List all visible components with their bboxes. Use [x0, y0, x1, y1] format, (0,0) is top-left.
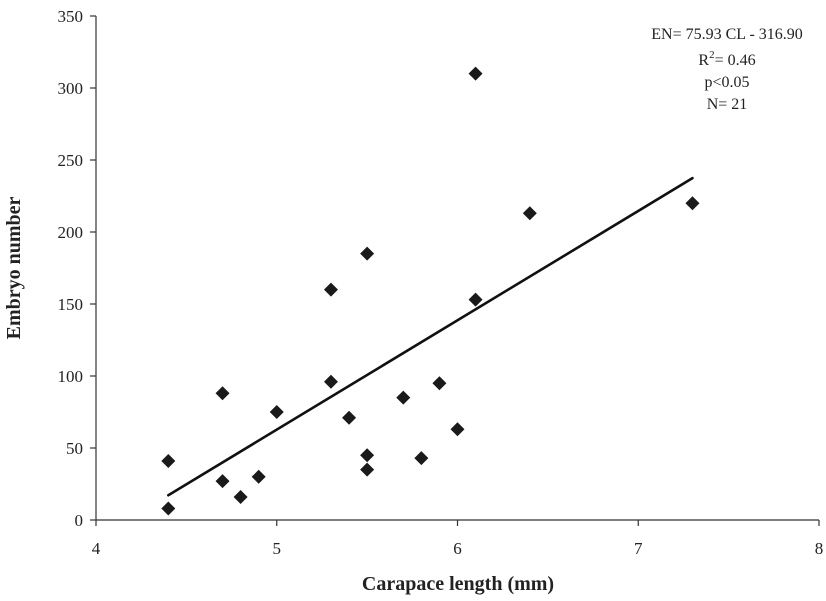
x-tick-label: 8 — [815, 539, 824, 558]
x-tick-label: 7 — [634, 539, 643, 558]
y-tick-label: 100 — [58, 367, 84, 386]
x-tick-label: 6 — [453, 539, 462, 558]
data-point — [685, 196, 700, 211]
x-tick-label: 4 — [92, 539, 101, 558]
data-point — [161, 501, 176, 516]
annotations: EN= 75.93 CL - 316.90 R2= 0.46 p<0.05 N=… — [651, 26, 803, 113]
y-tick-label: 200 — [58, 223, 84, 242]
annotation-r-superscript: 2 — [709, 49, 715, 61]
data-point — [396, 390, 411, 405]
data-point — [468, 292, 483, 307]
data-points — [161, 66, 700, 516]
data-point — [468, 66, 483, 81]
data-point — [450, 422, 465, 437]
y-tick-label: 250 — [58, 151, 84, 170]
data-point — [432, 376, 447, 391]
data-point — [522, 206, 537, 221]
annotation-equation: EN= 75.93 CL - 316.90 — [651, 26, 803, 43]
data-point — [215, 386, 230, 401]
annotation-r-squared: R2= 0.46 — [698, 49, 755, 69]
data-point — [360, 448, 375, 463]
x-axis-title: Carapace length (mm) — [362, 573, 554, 595]
y-tick-label: 0 — [75, 511, 84, 530]
trendline-group — [167, 176, 694, 497]
data-point — [360, 246, 375, 261]
annotation-r-value: = 0.46 — [715, 52, 756, 69]
data-point — [360, 462, 375, 477]
trendline — [167, 176, 694, 497]
data-point — [233, 489, 248, 504]
y-tick-label: 150 — [58, 295, 84, 314]
data-point — [161, 453, 176, 468]
axes: 0 50 100 150 200 250 300 350 4 5 6 7 8 — [58, 7, 824, 558]
y-tick-label: 300 — [58, 79, 84, 98]
annotation-n: N= 21 — [707, 96, 748, 113]
data-point — [251, 469, 266, 484]
y-tick-label: 350 — [58, 7, 84, 26]
y-tick-label: 50 — [66, 439, 83, 458]
annotation-r-label: R — [698, 52, 709, 69]
data-point — [215, 474, 230, 489]
annotation-p-value: p<0.05 — [704, 74, 749, 91]
data-point — [323, 374, 338, 389]
data-point — [342, 410, 357, 425]
y-axis-title: Embryo number — [3, 196, 25, 339]
data-point — [414, 451, 429, 466]
data-point — [269, 405, 284, 419]
x-tick-label: 5 — [273, 539, 282, 558]
data-point — [323, 282, 338, 297]
